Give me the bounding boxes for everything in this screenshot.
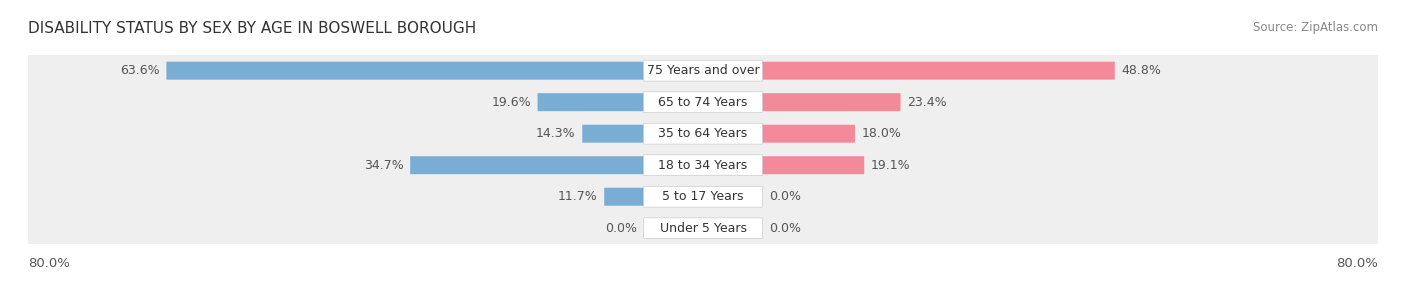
FancyBboxPatch shape (28, 55, 1378, 87)
Text: 65 to 74 Years: 65 to 74 Years (658, 96, 748, 109)
Text: 75 Years and over: 75 Years and over (647, 64, 759, 77)
FancyBboxPatch shape (644, 92, 762, 113)
Text: Under 5 Years: Under 5 Years (659, 222, 747, 235)
FancyBboxPatch shape (605, 188, 703, 206)
Text: 11.7%: 11.7% (558, 190, 598, 203)
FancyBboxPatch shape (703, 125, 855, 143)
FancyBboxPatch shape (28, 212, 1378, 244)
Text: 5 to 17 Years: 5 to 17 Years (662, 190, 744, 203)
FancyBboxPatch shape (28, 86, 1378, 118)
FancyBboxPatch shape (582, 125, 703, 143)
Text: 18 to 34 Years: 18 to 34 Years (658, 159, 748, 172)
Text: 19.1%: 19.1% (870, 159, 911, 172)
Text: 0.0%: 0.0% (769, 190, 801, 203)
FancyBboxPatch shape (644, 60, 762, 81)
Text: 19.6%: 19.6% (491, 96, 531, 109)
FancyBboxPatch shape (703, 93, 900, 111)
Text: 48.8%: 48.8% (1122, 64, 1161, 77)
Text: 34.7%: 34.7% (364, 159, 404, 172)
Text: 35 to 64 Years: 35 to 64 Years (658, 127, 748, 140)
FancyBboxPatch shape (28, 149, 1378, 181)
Text: 0.0%: 0.0% (769, 222, 801, 235)
FancyBboxPatch shape (166, 62, 703, 80)
Text: 63.6%: 63.6% (120, 64, 160, 77)
FancyBboxPatch shape (644, 218, 762, 239)
FancyBboxPatch shape (644, 155, 762, 176)
Text: 80.0%: 80.0% (28, 257, 70, 270)
Text: 18.0%: 18.0% (862, 127, 901, 140)
Text: 14.3%: 14.3% (536, 127, 575, 140)
FancyBboxPatch shape (28, 181, 1378, 213)
Text: Source: ZipAtlas.com: Source: ZipAtlas.com (1253, 21, 1378, 34)
FancyBboxPatch shape (703, 156, 865, 174)
FancyBboxPatch shape (411, 156, 703, 174)
Text: 0.0%: 0.0% (605, 222, 637, 235)
FancyBboxPatch shape (644, 123, 762, 144)
FancyBboxPatch shape (28, 118, 1378, 150)
Text: 80.0%: 80.0% (1336, 257, 1378, 270)
FancyBboxPatch shape (644, 186, 762, 207)
Text: 23.4%: 23.4% (907, 96, 946, 109)
Text: DISABILITY STATUS BY SEX BY AGE IN BOSWELL BOROUGH: DISABILITY STATUS BY SEX BY AGE IN BOSWE… (28, 21, 477, 36)
FancyBboxPatch shape (703, 62, 1115, 80)
FancyBboxPatch shape (537, 93, 703, 111)
